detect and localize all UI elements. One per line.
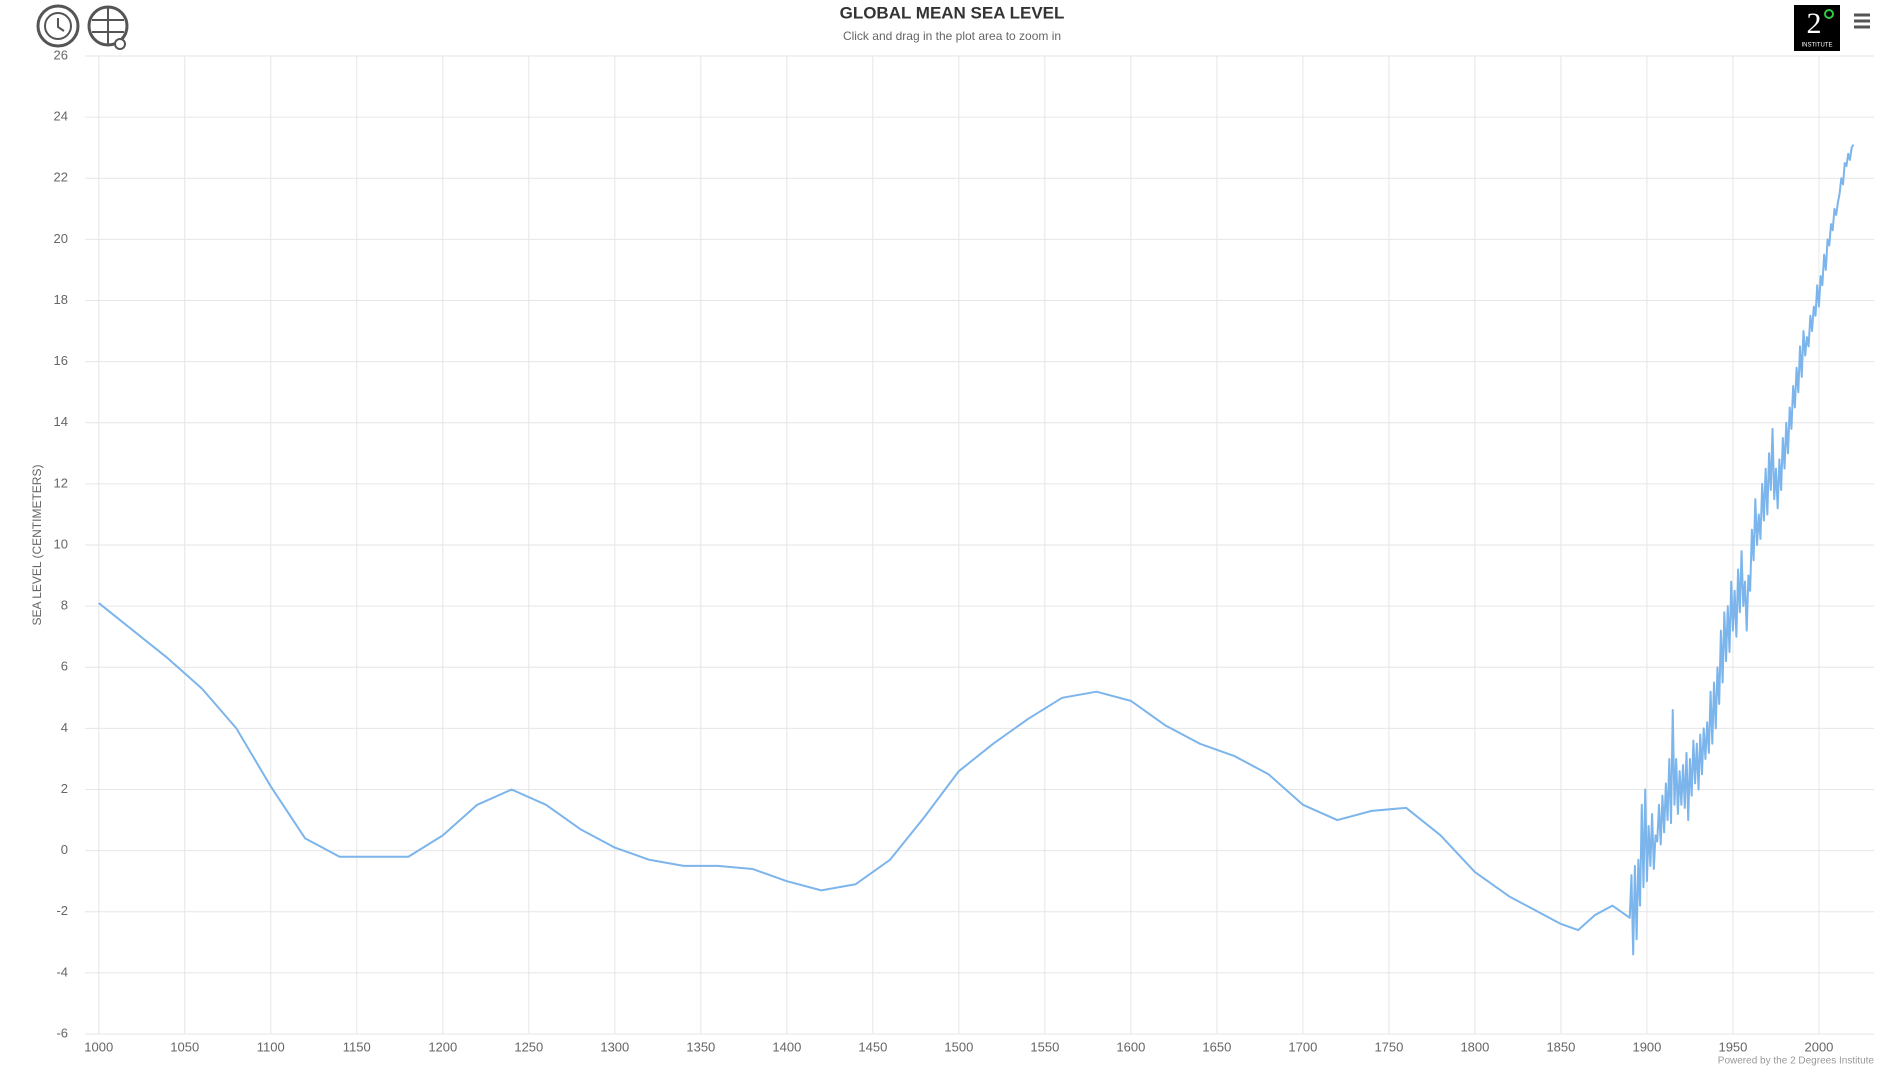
x-tick-label: 1600 bbox=[1116, 1039, 1145, 1054]
x-tick-label: 1100 bbox=[257, 1039, 285, 1054]
x-tick-label: 1900 bbox=[1632, 1039, 1661, 1054]
x-tick-label: 1800 bbox=[1460, 1039, 1489, 1054]
logo-text: INSTITUTE bbox=[1802, 43, 1833, 49]
y-axis-label: SEA LEVEL (CENTIMETERS) bbox=[30, 465, 44, 626]
x-tick-label: 1550 bbox=[1030, 1039, 1059, 1054]
y-tick-label: 0 bbox=[61, 842, 68, 857]
x-tick-label: 1050 bbox=[170, 1039, 199, 1054]
y-tick-label: -2 bbox=[56, 903, 68, 918]
x-tick-label: 1700 bbox=[1288, 1039, 1317, 1054]
menu-button[interactable] bbox=[1854, 13, 1870, 29]
credit: Powered by the 2 Degrees Institute bbox=[1718, 1056, 1875, 1067]
x-tick-label: 1650 bbox=[1202, 1039, 1231, 1054]
y-tick-label: 20 bbox=[54, 231, 68, 246]
x-tick-label: 1200 bbox=[428, 1039, 457, 1054]
x-tick-label: 2000 bbox=[1804, 1039, 1833, 1054]
x-tick-label: 1450 bbox=[858, 1039, 887, 1054]
x-tick-label: 1250 bbox=[514, 1039, 543, 1054]
y-tick-label: 18 bbox=[54, 292, 68, 307]
y-tick-label: 24 bbox=[54, 109, 68, 124]
y-tick-label: 14 bbox=[54, 414, 68, 429]
y-tick-label: 26 bbox=[54, 47, 68, 62]
chart-subtitle: Click and drag in the plot area to zoom … bbox=[843, 29, 1061, 43]
x-tick-label: 1000 bbox=[84, 1039, 113, 1054]
history-icon[interactable] bbox=[36, 4, 80, 48]
x-tick-label: 1300 bbox=[600, 1039, 629, 1054]
y-tick-label: -6 bbox=[56, 1025, 68, 1040]
y-tick-label: -4 bbox=[56, 964, 68, 979]
x-tick-label: 1950 bbox=[1718, 1039, 1747, 1054]
y-tick-label: 4 bbox=[61, 720, 68, 735]
y-tick-label: 22 bbox=[54, 170, 68, 185]
y-tick-label: 12 bbox=[54, 475, 68, 490]
y-tick-label: 16 bbox=[54, 353, 68, 368]
x-tick-label: 1500 bbox=[944, 1039, 973, 1054]
y-tick-label: 10 bbox=[54, 536, 68, 551]
logo[interactable]: 2 INSTITUTE bbox=[1794, 5, 1840, 51]
y-tick-label: 8 bbox=[61, 598, 68, 613]
globe-icon[interactable] bbox=[87, 5, 129, 50]
x-tick-label: 1750 bbox=[1374, 1039, 1403, 1054]
y-tick-label: 6 bbox=[61, 659, 68, 674]
y-tick-label: 2 bbox=[61, 781, 68, 796]
chart-title: GLOBAL MEAN SEA LEVEL bbox=[840, 3, 1065, 22]
x-tick-label: 1850 bbox=[1546, 1039, 1575, 1054]
data-line bbox=[98, 144, 1855, 956]
logo-number: 2 bbox=[1807, 7, 1822, 40]
x-tick-label: 1150 bbox=[343, 1039, 371, 1054]
x-tick-label: 1350 bbox=[686, 1039, 715, 1054]
x-tick-label: 1400 bbox=[772, 1039, 801, 1054]
